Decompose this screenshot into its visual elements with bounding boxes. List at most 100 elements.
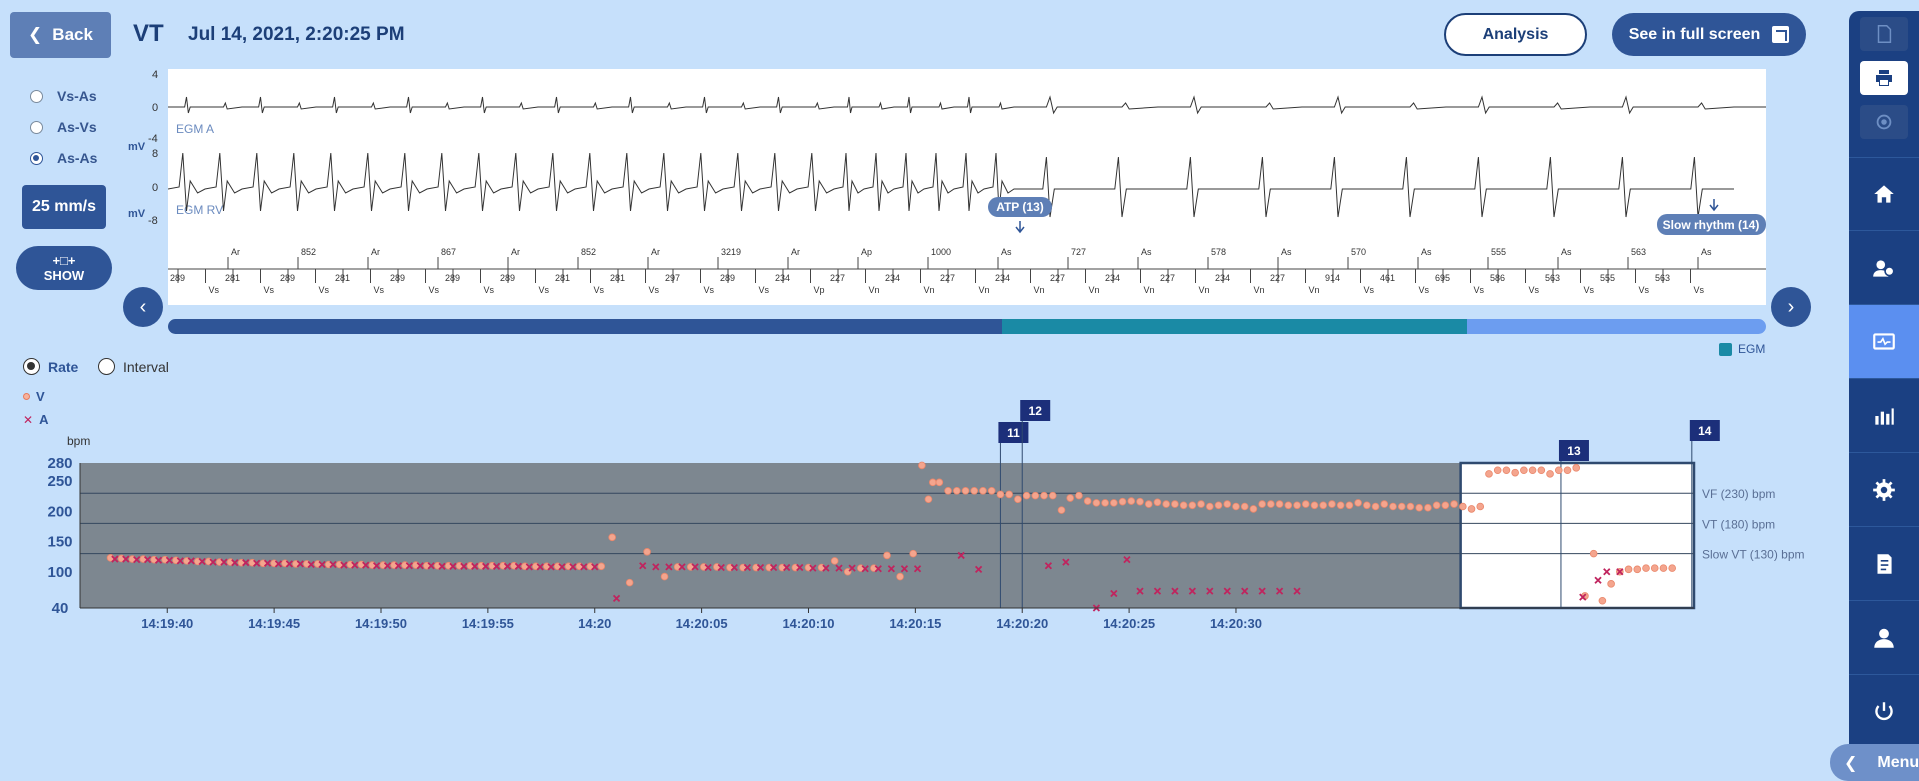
radio-as-vs[interactable]: As-Vs (30, 119, 97, 135)
marker-bottom-label: Vs (759, 285, 770, 295)
a-point (416, 562, 424, 570)
episode-marker[interactable] (998, 422, 1029, 443)
sidebar (1849, 11, 1919, 781)
analysis-button[interactable]: Analysis (1444, 13, 1587, 56)
episode-marker-label: 14 (1698, 424, 1712, 438)
a-point (691, 563, 699, 571)
sidebar-item-sync[interactable] (1860, 105, 1908, 139)
v-point (1005, 490, 1013, 499)
sidebar-item-monitor[interactable] (1849, 305, 1919, 379)
timeline-segment-egm[interactable] (1002, 319, 1467, 334)
mode-interval[interactable]: Interval (98, 358, 169, 375)
egm-strip[interactable]: EGM A EGM RV Ar 852 Ar 867 Ar 852 Ar 3219 Ar Ap 10… (167, 69, 1766, 305)
a-point (678, 563, 686, 571)
a-point (704, 563, 712, 572)
v-point (1144, 500, 1153, 508)
x-tick-label: 14:20 (578, 616, 611, 631)
v-point (944, 486, 952, 495)
egm-next-button[interactable]: › (1771, 287, 1811, 327)
marker-bottom-label: Vs (649, 285, 660, 295)
sidebar-item-user[interactable] (1849, 601, 1919, 675)
radio-label: As-As (57, 150, 98, 166)
a-point (143, 556, 152, 564)
atp-event-marker[interactable]: ATP (13) (988, 197, 1052, 234)
marker-top-label: 3219 (721, 247, 741, 257)
marker-bottom-label: 289 (280, 273, 295, 283)
a-point (536, 563, 544, 571)
radio-circle[interactable] (30, 151, 43, 165)
sidebar-item-statistics[interactable] (1849, 379, 1919, 453)
y-tick-label: 250 (47, 473, 72, 490)
v-point (1371, 502, 1380, 511)
sidebar-item-home[interactable] (1849, 157, 1919, 231)
menu-label: Menu (1877, 753, 1919, 771)
radio-circle[interactable] (30, 89, 43, 103)
episode-marker-label: 11 (1007, 426, 1020, 440)
report-icon (1877, 553, 1892, 574)
a-point (362, 561, 370, 569)
egm-timeline-scrollbar[interactable] (168, 319, 1766, 334)
episode-marker[interactable] (1689, 420, 1720, 441)
sidebar-item-power[interactable] (1849, 675, 1919, 749)
egm-a-tick: 4 (152, 69, 159, 81)
marker-bottom-label: Vs (594, 285, 605, 295)
a-point (318, 560, 326, 569)
radio-vs-as[interactable]: Vs-As (30, 88, 97, 104)
show-button[interactable]: +□+ SHOW (16, 246, 112, 290)
radio-as-as[interactable]: As-As (30, 150, 97, 166)
a-point (974, 565, 983, 573)
egm-a-tick: -4 (148, 133, 158, 145)
v-point (1528, 466, 1537, 475)
episode-markers[interactable]: 11 12 13 14 (998, 400, 1720, 608)
a-point (405, 562, 413, 570)
marker-bottom-label: 555 (1600, 273, 1615, 283)
radio-circle[interactable] (30, 120, 43, 134)
speed-button[interactable]: 25 mm/s (22, 185, 106, 229)
radio-circle[interactable] (98, 358, 115, 375)
v-point (979, 486, 987, 495)
fullscreen-button[interactable]: See in full screen (1612, 13, 1806, 56)
a-point (1594, 576, 1602, 584)
a-point (665, 563, 673, 571)
menu-button[interactable]: ❮ Menu (1830, 744, 1919, 781)
back-button[interactable]: ❮ Back (10, 12, 111, 58)
radio-circle[interactable] (23, 358, 40, 375)
a-point (1241, 587, 1249, 595)
mode-rate[interactable]: Rate (23, 358, 78, 375)
v-point (1380, 500, 1389, 508)
episode-marker[interactable] (1020, 400, 1051, 421)
sidebar-item-report[interactable] (1849, 527, 1919, 601)
v-point (987, 486, 996, 495)
v-point (918, 461, 926, 470)
chart-focus-window[interactable] (1459, 461, 1696, 610)
a-point (783, 563, 791, 572)
v-point (1136, 497, 1144, 506)
a-point (154, 556, 163, 564)
v-point (1214, 501, 1223, 510)
v-point (935, 478, 944, 487)
episode-marker[interactable] (1558, 440, 1589, 461)
sidebar-item-settings[interactable] (1849, 453, 1919, 527)
x-tick-label: 14:19:55 (462, 616, 514, 631)
v-point (1589, 549, 1598, 558)
sidebar-item-document[interactable] (1860, 17, 1908, 51)
marker-bottom-label: Vn (1034, 285, 1045, 295)
timeline-segment[interactable] (1467, 319, 1766, 334)
timeline-segment[interactable] (168, 319, 1002, 334)
sidebar-item-print[interactable] (1860, 61, 1908, 95)
sync-icon (1876, 114, 1892, 130)
marker-bottom-label: Vs (1364, 285, 1375, 295)
v-point (1397, 502, 1406, 511)
power-icon (1875, 702, 1893, 721)
sidebar-item-users-settings[interactable] (1849, 231, 1919, 305)
x-tick-label: 14:19:40 (141, 616, 193, 631)
marker-channel: Ar 852 Ar 867 Ar 852 Ar 3219 Ar Ap 1000 As 727 As 578 A… (170, 247, 1712, 295)
v-point (643, 548, 651, 556)
rate-chart[interactable]: VF (230) bpm VT (180) bpm Slow VT (130) bp… (0, 0, 1845, 781)
egm-prev-button[interactable]: ‹ (123, 287, 163, 327)
v-point (996, 490, 1005, 499)
v-point (1459, 502, 1467, 511)
slow-rhythm-event-marker[interactable]: Slow rhythm (14) (1657, 199, 1766, 235)
chevron-right-icon: › (1787, 295, 1795, 318)
marker-bottom-label: 297 (665, 273, 680, 283)
